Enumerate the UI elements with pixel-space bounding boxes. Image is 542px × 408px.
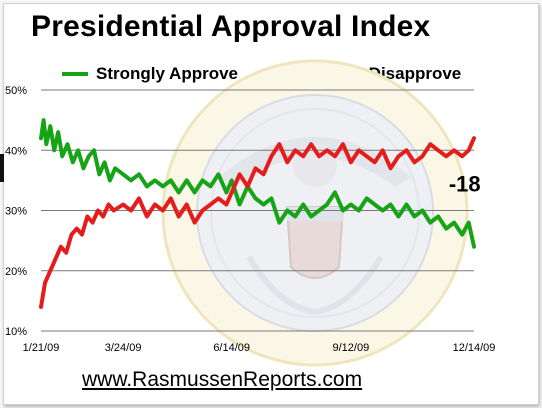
series-line-approve [39,118,476,249]
index-value-label: -18 [449,171,481,196]
y-tick-label-1: 20% [5,266,27,278]
chart-plot: 10% 20% 30% 40% 50% 1/21/09 3/24/09 6/14/09 9/12… [5,85,496,354]
legend-label-approve: Strongly Approve [96,64,238,83]
x-tick-label-0: 1/21/09 [23,342,60,354]
legend-item-approve: Strongly Approve [62,64,238,84]
source-url[interactable]: www.RasmussenReports.com [82,368,363,391]
x-tick-label-2: 6/14/09 [213,342,250,354]
x-tick-label-3: 9/12/09 [333,342,370,354]
left-edge-mark [0,154,4,182]
series-line-disapprove [39,136,476,309]
y-tick-label-2: 30% [5,206,27,218]
y-tick-label-0: 10% [5,326,27,338]
y-tick-label-3: 40% [5,145,27,157]
y-tick-label-4: 50% [5,85,27,97]
legend-swatch-approve [62,72,88,76]
chart-frame: Presidential Approval Index Strongly App… [3,3,539,405]
x-tick-label-1: 3/24/09 [105,342,142,354]
chart-title: Presidential Approval Index [31,10,431,43]
x-tick-label-4: 12/14/09 [453,342,496,354]
